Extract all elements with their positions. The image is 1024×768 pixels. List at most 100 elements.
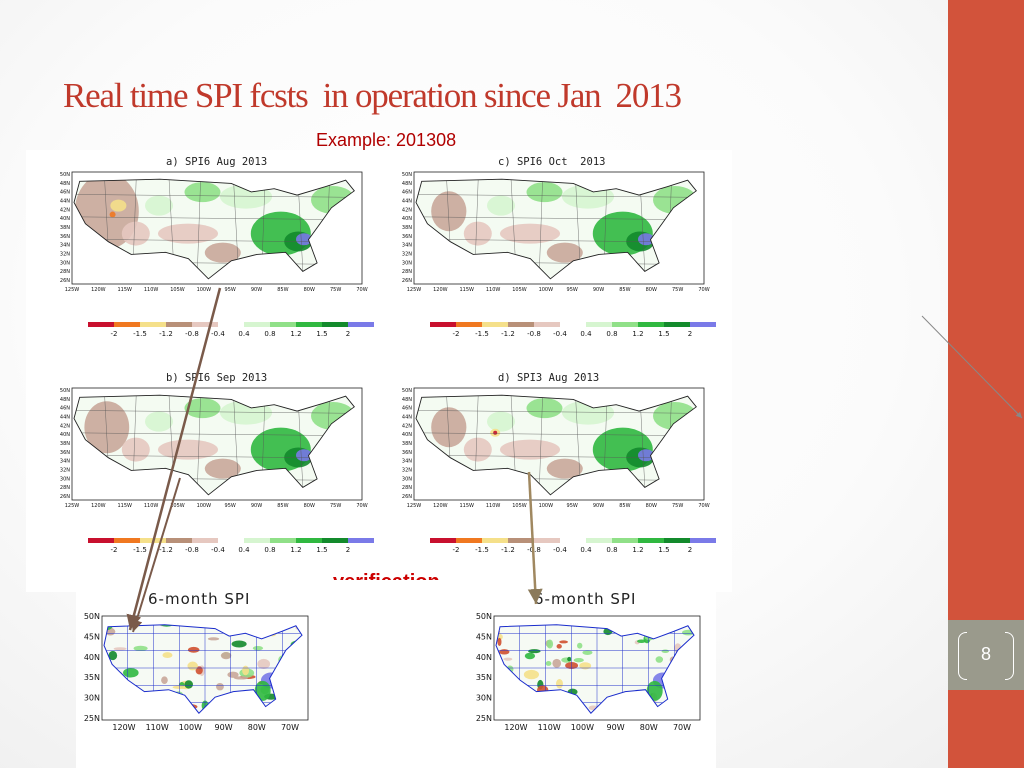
lat-tick-label: 42N: [60, 207, 70, 213]
lat-tick-label: 30N: [402, 260, 412, 266]
colorbar-label: -1.2: [159, 330, 173, 338]
spi-cell: [161, 676, 168, 684]
lon-tick-label: 120W: [91, 503, 106, 509]
dry-area: [121, 221, 150, 246]
forecast-map-svg: 50N 48N 46N 44N 42N 40N 38N 36N 34N 32N 30N 28N 26N 1…: [60, 171, 374, 338]
spi-cell: [233, 676, 249, 680]
lat-tick-label: 36N: [402, 234, 412, 240]
lon-tick-label: 110W: [144, 287, 159, 293]
lon-tick-label: 120W: [433, 287, 448, 293]
spi-cell: [523, 669, 540, 680]
lat-tick-label: 44N: [402, 199, 412, 205]
colorbar-swatch: [192, 322, 218, 327]
spi-cell: [497, 637, 502, 646]
lat-tick-label: 28N: [60, 269, 70, 275]
colorbar-label: 2: [346, 546, 350, 554]
colorbar-swatch: [456, 538, 482, 543]
lon-tick-label: 95W: [225, 503, 236, 509]
colorbar-swatch: [88, 538, 114, 543]
spi-cell: [546, 639, 554, 649]
lat-tick-label: 26N: [402, 494, 412, 500]
lon-tick-label: 80W: [304, 503, 315, 509]
colorbar-label: -1.5: [475, 546, 489, 554]
lon-tick-label: 95W: [567, 503, 578, 509]
lat-tick-label: 35N: [476, 673, 492, 682]
colorbar-swatch: [560, 322, 586, 327]
lat-tick-label: 28N: [402, 269, 412, 275]
colorbar-swatch: [88, 322, 114, 327]
lon-tick-label: 100W: [197, 287, 212, 293]
lat-tick-label: 50N: [60, 172, 70, 178]
dry-area: [158, 223, 218, 244]
colorbar-swatch: [218, 322, 244, 327]
lon-tick-label: 100W: [539, 503, 554, 509]
lon-tick-label: 90W: [593, 503, 604, 509]
lon-tick-label: 80W: [304, 287, 315, 293]
lon-tick-label: 85W: [277, 503, 288, 509]
colorbar-swatch: [270, 322, 296, 327]
lat-tick-label: 38N: [60, 441, 70, 447]
wet-area: [526, 398, 563, 419]
spi-cell: [207, 637, 220, 641]
spi-cell: [187, 661, 198, 671]
panel-title: d) SPI3 Aug 2013: [498, 372, 600, 384]
spi-cell: [133, 645, 148, 652]
wet-area: [487, 411, 515, 432]
lat-tick-label: 34N: [60, 243, 70, 249]
colorbar-swatch: [612, 322, 638, 327]
lon-tick-label: 75W: [672, 287, 683, 293]
lon-tick-label: 100W: [197, 503, 212, 509]
colorbar-label: 0.8: [606, 330, 617, 338]
colorbar-swatch: [586, 322, 612, 327]
dry-area: [204, 242, 241, 263]
colorbar-label: -2: [453, 330, 460, 338]
lat-tick-label: 48N: [402, 181, 412, 187]
lat-tick-label: 44N: [60, 415, 70, 421]
panel-title: 6-month SPI: [534, 590, 637, 608]
wet-area: [296, 233, 312, 246]
lon-tick-label: 85W: [277, 287, 288, 293]
spi-cell: [567, 656, 572, 662]
spi-cell: [636, 639, 646, 643]
colorbar-label: -1.5: [475, 330, 489, 338]
spi-cell: [242, 665, 250, 676]
colorbar-swatch: [586, 538, 612, 543]
colorbar-swatch: [348, 322, 374, 327]
lat-tick-label: 36N: [402, 450, 412, 456]
spi-cell: [559, 640, 569, 644]
lon-tick-label: 110W: [144, 503, 159, 509]
spi-cell: [227, 671, 239, 678]
verification-map-svg: 50N 45N 40N 35N 30N 25N 120W 110W 100W 90W 80W 70W: [84, 612, 309, 732]
lat-tick-label: 40N: [60, 432, 70, 438]
colorbar-label: -0.8: [185, 330, 199, 338]
dry-area: [463, 437, 492, 462]
colorbar-label: -1.5: [133, 546, 147, 554]
lat-tick-label: 28N: [402, 485, 412, 491]
spi-cell: [184, 680, 193, 689]
lon-tick-label: 70W: [698, 287, 709, 293]
colorbar-label: 1.5: [316, 330, 327, 338]
lat-tick-label: 30N: [476, 694, 492, 703]
lat-tick-label: 50N: [476, 612, 492, 621]
colorbar-swatch: [140, 538, 166, 543]
lon-tick-label: 95W: [225, 287, 236, 293]
lat-tick-label: 46N: [402, 406, 412, 412]
spi-cell: [108, 650, 118, 661]
colorbar-swatch: [218, 538, 244, 543]
colorbar-swatch: [664, 322, 690, 327]
forecast-map-svg: 50N 48N 46N 44N 42N 40N 38N 36N 34N 32N 30N 28N 26N 1…: [402, 387, 716, 554]
lon-tick-label: 90W: [593, 287, 604, 293]
lat-tick-label: 50N: [60, 388, 70, 394]
lon-tick-label: 90W: [251, 287, 262, 293]
lon-tick-label: 75W: [330, 503, 341, 509]
colorbar-swatch: [664, 538, 690, 543]
lon-tick-label: 120W: [504, 723, 527, 732]
lat-tick-label: 28N: [60, 485, 70, 491]
lat-tick-label: 30N: [60, 476, 70, 482]
colorbar-swatch: [482, 322, 508, 327]
lat-tick-label: 50N: [402, 388, 412, 394]
lat-tick-label: 25N: [84, 714, 100, 723]
slide-title: Real time SPI fcsts in operation since J…: [63, 76, 682, 115]
lon-tick-label: 75W: [330, 287, 341, 293]
page-number-badge: 8: [948, 620, 1024, 690]
